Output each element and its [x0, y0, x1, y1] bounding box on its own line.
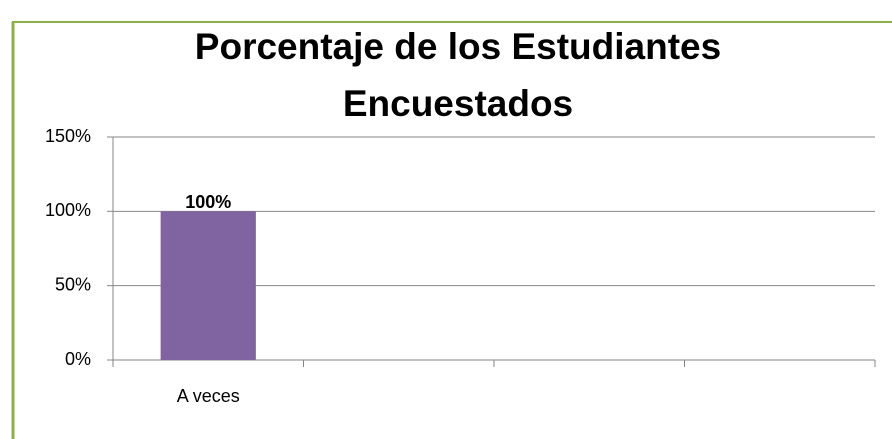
y-tick-label: 150%	[45, 126, 91, 146]
y-tick-label: 50%	[55, 274, 91, 294]
y-tick-label: 100%	[45, 200, 91, 220]
x-tick-label: A veces	[177, 386, 240, 406]
data-label: 100%	[185, 192, 231, 212]
chart-title: Porcentaje de los Estudiantes Encuestado…	[194, 26, 722, 124]
y-tick-label: 0%	[65, 349, 91, 369]
bar	[160, 211, 256, 360]
